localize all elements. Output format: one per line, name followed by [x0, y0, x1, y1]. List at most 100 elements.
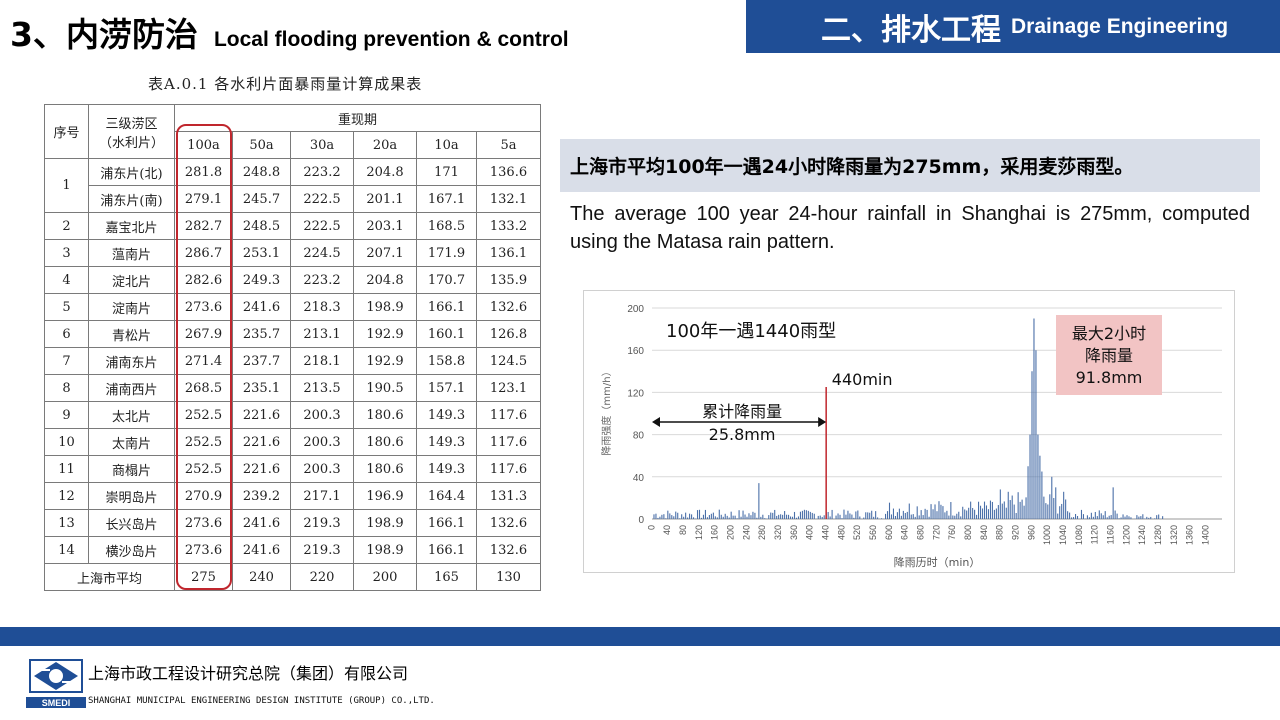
x-tick-label: 640: [900, 525, 910, 540]
row-number: 14: [44, 536, 89, 564]
headline-text: 上海市平均100年一遇24小时降雨量为275mm，采用麦莎雨型。: [570, 156, 1134, 178]
table-row: 浦东片(南) 279.1 245.7 222.5 201.1 167.1 132.1: [45, 185, 541, 213]
row-zone: 太南片: [88, 428, 175, 456]
x-tick-label: 1240: [1137, 525, 1147, 545]
chapter-title-cn: 二、排水工程: [821, 12, 1001, 48]
row-value: 221.6: [232, 455, 291, 483]
row-number: 7: [44, 347, 89, 375]
row-value: 267.9: [174, 320, 233, 348]
row-value: 270.9: [174, 482, 233, 510]
row-value: 117.6: [476, 428, 541, 456]
row-zone: 太北片: [88, 401, 175, 429]
row-value: 204.8: [353, 266, 417, 294]
row-value: 117.6: [476, 401, 541, 429]
row-value: 168.5: [416, 212, 477, 240]
y-tick-label: 200: [627, 304, 644, 315]
x-tick-label: 920: [1011, 525, 1021, 540]
row-value: 203.1: [353, 212, 417, 240]
x-tick-label: 1080: [1074, 525, 1084, 545]
col-header-period: 5a: [476, 131, 541, 159]
col-header-period: 10a: [416, 131, 477, 159]
row-zone: 崇明岛片: [88, 482, 175, 510]
row-zone: 商榻片: [88, 455, 175, 483]
row-value: 217.1: [290, 482, 354, 510]
table-row: 5 淀南片 273.6 241.6 218.3 198.9 166.1 132.6: [44, 293, 541, 321]
max-label-line1: 最大2小时: [1072, 324, 1146, 343]
row-number: 10: [44, 428, 89, 456]
table-row: 2 嘉宝北片 282.7 248.5 222.5 203.1 168.5 133.2: [44, 212, 541, 240]
x-tick-label: 1280: [1153, 525, 1163, 545]
row-value: 241.6: [232, 536, 291, 564]
col-header-period: 30a: [290, 131, 354, 159]
rain-pattern-chart: 0 40 80 120 160 200 0 40 80 120 160 200 240 280 320 360…: [583, 290, 1235, 573]
row-number: 13: [44, 509, 89, 537]
row-zone: 蕰南片: [88, 239, 175, 267]
row-value: 268.5: [174, 374, 233, 402]
x-tick-label: 440: [821, 525, 831, 540]
average-value: 130: [476, 563, 541, 591]
row-value: 201.1: [353, 185, 417, 213]
row-value: 218.3: [290, 293, 354, 321]
max-rain-box: [1056, 315, 1162, 395]
x-tick-label: 840: [979, 525, 989, 540]
row-value: 192.9: [353, 320, 417, 348]
x-tick-label: 880: [995, 525, 1005, 540]
row-value: 180.6: [353, 401, 417, 429]
row-number: 2: [44, 212, 89, 240]
max-label-line3: 91.8mm: [1076, 368, 1143, 387]
x-tick-label: 480: [836, 525, 846, 540]
section-title-en: Local flooding prevention & control: [213, 28, 569, 51]
row-value: 239.2: [232, 482, 291, 510]
row-value: 198.9: [353, 509, 417, 537]
row-value: 198.9: [353, 536, 417, 564]
row-value: 171.9: [416, 239, 477, 267]
x-tick-label: 80: [678, 525, 688, 535]
x-tick-label: 720: [931, 525, 941, 540]
smedi-logo: SMEDI: [26, 656, 86, 708]
x-tick-label: 520: [852, 525, 862, 540]
row-zone: 横沙岛片: [88, 536, 175, 564]
row-value: 149.3: [416, 428, 477, 456]
row-value: 222.5: [290, 185, 354, 213]
row-value: 136.6: [476, 158, 541, 186]
x-tick-label: 1000: [1042, 525, 1052, 545]
table-row: 7 浦南东片 271.4 237.7 218.1 192.9 158.8 124.5: [44, 347, 541, 375]
row-value: 273.6: [174, 536, 233, 564]
row-value: 132.1: [476, 185, 541, 213]
company-name-en: SHANGHAI MUNICIPAL ENGINEERING DESIGN IN…: [88, 696, 435, 706]
row-value: 117.6: [476, 455, 541, 483]
row-value: 207.1: [353, 239, 417, 267]
row-zone: 浦南西片: [88, 374, 175, 402]
row-value: 166.1: [416, 293, 477, 321]
row-value: 133.2: [476, 212, 541, 240]
row-number: 12: [44, 482, 89, 510]
x-tick-label: 760: [947, 525, 957, 540]
x-tick-label: 800: [963, 525, 973, 540]
row-value: 170.7: [416, 266, 477, 294]
table-row: 11 商榻片 252.5 221.6 200.3 180.6 149.3 117.6: [44, 455, 541, 483]
row-value: 235.1: [232, 374, 291, 402]
row-value: 200.3: [290, 455, 354, 483]
table-row: 4 淀北片 282.6 249.3 223.2 204.8 170.7 135.9: [44, 266, 541, 294]
row-value: 132.6: [476, 293, 541, 321]
x-tick-label: 120: [694, 525, 704, 540]
rainfall-table: 序号 三级涝区 （水利片） 重现期 100a 50a 30a 20a 10a 5…: [44, 104, 541, 591]
company-name-cn: 上海市政工程设计研究总院（集团）有限公司: [88, 664, 409, 683]
row-value: 223.2: [290, 266, 354, 294]
marker-label: 440min: [832, 370, 893, 389]
table-row: 14 横沙岛片 273.6 241.6 219.3 198.9 166.1 132.6: [44, 536, 541, 564]
row-value: 157.1: [416, 374, 477, 402]
row-value: 273.6: [174, 293, 233, 321]
average-value: 200: [353, 563, 417, 591]
row-value: 237.7: [232, 347, 291, 375]
row-value: 282.6: [174, 266, 233, 294]
row-value: 219.3: [290, 509, 354, 537]
table-row: 13 长兴岛片 273.6 241.6 219.3 198.9 166.1 132.6: [44, 509, 541, 537]
table-row: 10 太南片 252.5 221.6 200.3 180.6 149.3 117.6: [44, 428, 541, 456]
row-value: 273.6: [174, 509, 233, 537]
col-header-no: 序号: [44, 104, 89, 159]
arrow-head-left: [652, 417, 660, 427]
row-value: 160.1: [416, 320, 477, 348]
x-tick-label: 1200: [1121, 525, 1131, 545]
row-value: 124.5: [476, 347, 541, 375]
